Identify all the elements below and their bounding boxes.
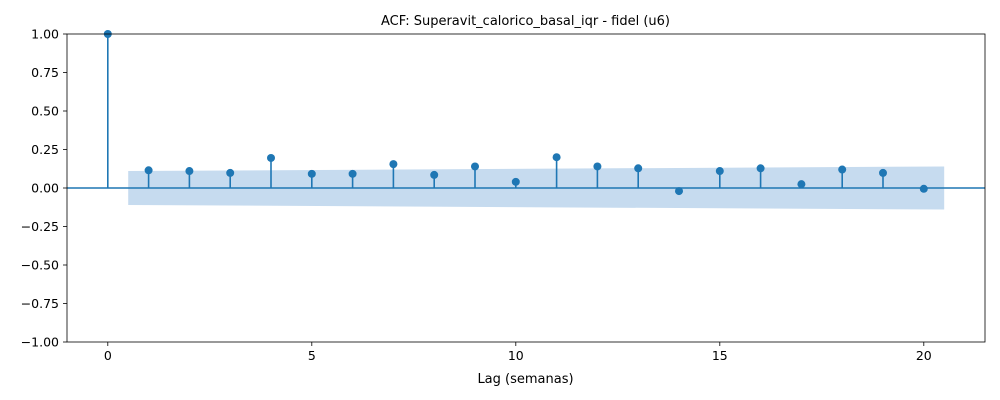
x-tick-label: 10 (508, 348, 524, 363)
acf-point-lag-18 (838, 165, 847, 174)
acf-point-lag-16 (756, 164, 765, 173)
x-tick-label: 15 (712, 348, 728, 363)
y-tick-label: 0.00 (31, 181, 59, 196)
acf-point-lag-15 (715, 167, 724, 176)
acf-point-lag-4 (267, 153, 275, 162)
acf-point-lag-10 (511, 177, 520, 186)
acf-point-lag-5 (307, 169, 316, 178)
acf-point-lag-6 (348, 169, 357, 178)
acf-point-lag-14 (675, 187, 683, 196)
acf-point-lag-19 (879, 168, 887, 177)
y-tick-label: −1.00 (21, 335, 59, 350)
acf-point-lag-11 (552, 153, 561, 162)
x-tick-label: 5 (308, 348, 316, 363)
acf-point-lag-20 (919, 184, 928, 193)
y-tick-label: 1.00 (31, 27, 59, 42)
y-tick-label: −0.75 (21, 296, 59, 311)
y-tick-label: −0.50 (21, 258, 59, 273)
acf-point-lag-7 (389, 160, 398, 169)
y-tick-label: 0.50 (31, 104, 59, 119)
acf-point-lag-13 (634, 164, 643, 173)
acf-point-lag-17 (797, 180, 806, 189)
stem-layer (103, 30, 928, 196)
acf-point-lag-9 (471, 162, 479, 171)
acf-point-lag-8 (430, 170, 439, 179)
x-axis-label: Lag (semanas) (477, 372, 573, 387)
acf-point-lag-3 (226, 168, 235, 177)
y-tick-label: −0.25 (21, 219, 59, 234)
x-tick-label: 20 (916, 348, 932, 363)
y-axis-ticks: 1.00 0.75 0.50 0.25 0.00 −0.25 −0.50 −0.75 −1.00 (21, 27, 67, 350)
acf-point-lag-12 (593, 162, 602, 171)
acf-point-lag-1 (144, 166, 153, 175)
chart-title: ACF: Superavit_calorico_basal_iqr - fide… (381, 14, 670, 29)
x-axis-ticks: 0 5 10 15 20 (104, 342, 932, 363)
y-tick-label: 0.25 (31, 142, 59, 157)
x-tick-label: 0 (104, 348, 112, 363)
y-tick-label: 0.75 (31, 65, 59, 80)
acf-point-lag-2 (185, 167, 194, 176)
